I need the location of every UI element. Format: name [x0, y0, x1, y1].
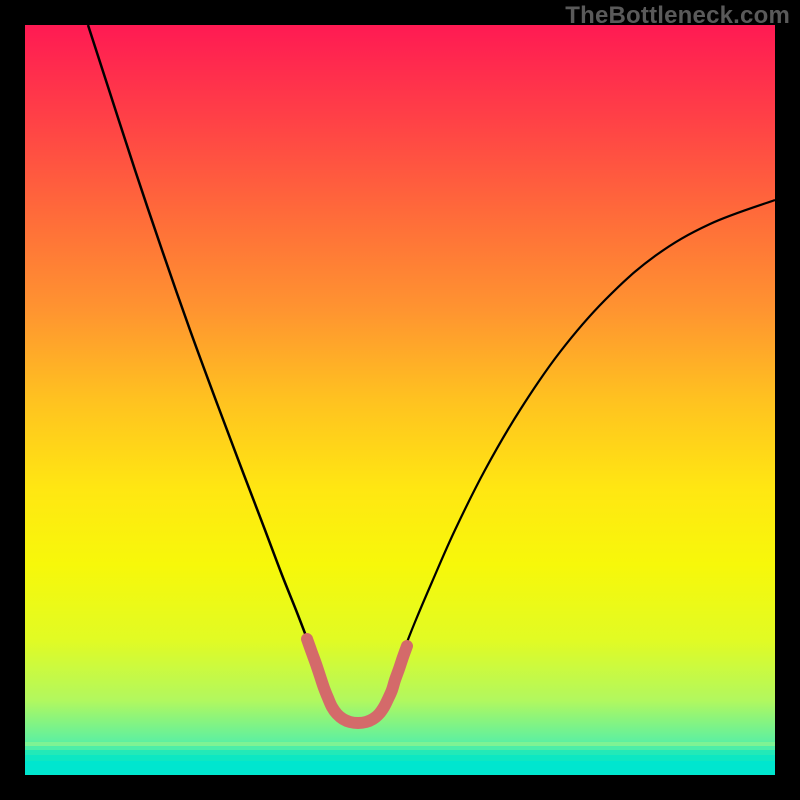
bottom-band: [25, 750, 775, 755]
watermark-text: TheBottleneck.com: [565, 2, 790, 30]
chart-svg: [0, 0, 800, 800]
bottom-band: [25, 761, 775, 775]
bottom-band: [25, 742, 775, 746]
chart-stage: TheBottleneck.com: [0, 0, 800, 800]
bottom-band: [25, 755, 775, 761]
bottom-bands: [25, 742, 775, 775]
bottom-band: [25, 746, 775, 750]
